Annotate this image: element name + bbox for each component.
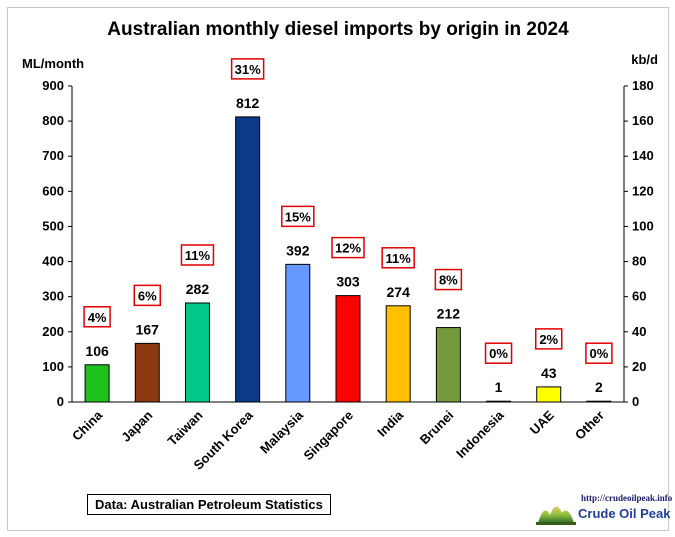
share-label: 0%: [590, 346, 609, 361]
y-tick-label: 500: [42, 218, 64, 233]
y-tick-label: 900: [42, 78, 64, 93]
bar-malaysia: [285, 263, 311, 403]
y2-tick-label: 60: [632, 289, 646, 304]
bar-taiwan: [184, 302, 210, 403]
chart-title: Australian monthly diesel imports by ori…: [107, 19, 569, 40]
category-label: Malaysia: [257, 407, 306, 456]
share-label: 2%: [539, 332, 558, 347]
category-label: Japan: [118, 407, 155, 444]
y-tick-label: 300: [42, 289, 64, 304]
y2-tick-label: 100: [632, 218, 654, 233]
category-label: Indonesia: [453, 407, 507, 461]
value-label: 1: [495, 379, 503, 395]
bar-indonesia: [486, 400, 512, 403]
y2-tick-label: 120: [632, 183, 654, 198]
y-tick-label: 200: [42, 324, 64, 339]
value-label: 303: [336, 274, 360, 290]
y2-tick-label: 160: [632, 113, 654, 128]
bar-china: [84, 364, 110, 403]
share-box: [230, 58, 265, 80]
bar-singapore: [335, 295, 361, 403]
category-label: Singapore: [301, 408, 357, 464]
category-label: Other: [572, 408, 607, 443]
logo-url[interactable]: http://crudeoilpeak.info: [581, 493, 673, 503]
oil-field-icon: [536, 506, 576, 525]
share-label: 6%: [138, 288, 157, 303]
y-tick-label: 0: [57, 394, 64, 409]
share-box: [381, 247, 415, 269]
bar-other: [586, 400, 612, 403]
y2-axis-label: kb/d: [631, 52, 658, 67]
category-label: Taiwan: [164, 407, 205, 448]
bar-india: [385, 305, 411, 403]
share-box: [484, 342, 513, 364]
share-box: [434, 268, 463, 291]
source-note: Data: Australian Petroleum Statistics: [87, 494, 331, 515]
bar-uae: [536, 386, 562, 403]
y2-tick-label: 140: [632, 148, 654, 163]
share-box: [133, 284, 162, 307]
value-label: 812: [236, 95, 260, 111]
bar-brunei: [435, 327, 461, 403]
y-tick-label: 800: [42, 113, 64, 128]
category-label: China: [69, 407, 106, 444]
share-box: [331, 236, 365, 259]
share-label: 0%: [489, 346, 508, 361]
y2-tick-label: 80: [632, 254, 646, 269]
share-label: 12%: [335, 241, 361, 256]
bar-south-korea: [235, 116, 261, 403]
value-label: 392: [286, 242, 310, 258]
y-tick-label: 700: [42, 148, 64, 163]
y2-tick-label: 20: [632, 359, 646, 374]
share-label: 15%: [285, 209, 311, 224]
share-label: 31%: [235, 62, 261, 77]
value-label: 167: [136, 321, 160, 337]
share-box: [585, 342, 613, 364]
share-box: [180, 244, 215, 266]
chart-frame: Australian monthly diesel imports by ori…: [7, 7, 673, 531]
share-box: [83, 306, 111, 328]
share-box: [534, 328, 563, 350]
share-label: 11%: [185, 248, 211, 263]
y-tick-label: 600: [42, 183, 64, 198]
y2-tick-label: 180: [632, 78, 654, 93]
y-axis-label: ML/month: [22, 56, 84, 71]
share-box: [281, 205, 315, 228]
value-label: 282: [186, 281, 210, 297]
bar-chart: Australian monthly diesel imports by ori…: [22, 19, 658, 473]
y2-tick-label: 0: [632, 394, 639, 409]
value-label: 43: [541, 365, 557, 381]
share-label: 8%: [439, 273, 458, 288]
y-tick-label: 400: [42, 254, 64, 269]
share-label: 11%: [386, 251, 412, 266]
value-label: 2: [595, 379, 603, 395]
category-label: India: [374, 407, 407, 440]
share-label: 4%: [88, 310, 107, 325]
y-tick-label: 100: [42, 359, 64, 374]
y2-tick-label: 40: [632, 324, 646, 339]
crude-oil-peak-logo[interactable]: http://crudeoilpeak.info Crude Oil Peak: [536, 493, 673, 529]
value-label: 274: [387, 284, 411, 300]
logo-name: Crude Oil Peak: [578, 506, 671, 521]
value-label: 106: [85, 343, 109, 359]
category-label: Brunei: [417, 408, 457, 448]
bar-japan: [134, 342, 160, 403]
category-label: UAE: [527, 407, 557, 437]
value-label: 212: [437, 306, 461, 322]
